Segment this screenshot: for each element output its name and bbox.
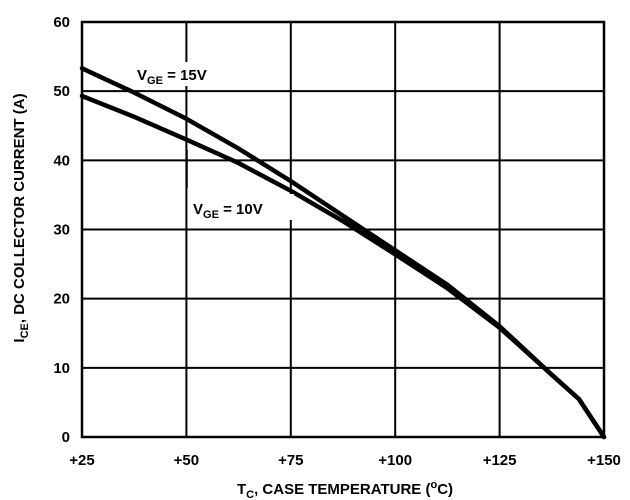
x-tick-labels: +25 +50 +75 +100 +125 +150 <box>69 452 621 469</box>
x-tick-label: +25 <box>69 452 94 469</box>
series-label-15v: VGE = 15V <box>137 67 207 87</box>
x-axis-label: TC, CASE TEMPERATURE (oC) <box>237 479 453 500</box>
label-15v-background <box>132 62 238 86</box>
y-tick-labels: 0 10 20 30 40 50 60 <box>53 14 70 446</box>
y-tick-label: 20 <box>53 291 70 308</box>
plot-frame <box>80 20 606 439</box>
x-tick-label: +100 <box>378 452 412 469</box>
y-axis-label: ICE, DC COLLECTOR CURRENT (A) <box>11 93 31 342</box>
y-tick-label: 30 <box>53 222 70 239</box>
grid-lines <box>82 22 604 437</box>
x-tick-label: +50 <box>174 452 199 469</box>
series-lines <box>79 66 607 440</box>
label-10v-background <box>188 194 294 220</box>
series-line-vge-15v <box>79 66 607 440</box>
y-tick-label: 10 <box>53 360 70 377</box>
y-tick-label: 0 <box>62 429 70 446</box>
x-tick-label: +150 <box>587 452 621 469</box>
x-tick-label: +125 <box>483 452 517 469</box>
y-tick-label: 40 <box>53 152 70 169</box>
series-label-10v: VGE = 10V <box>193 201 263 221</box>
x-tick-label: +75 <box>278 452 303 469</box>
y-tick-label: 60 <box>53 14 70 31</box>
series-line-vge-10v <box>79 93 607 440</box>
y-tick-label: 50 <box>53 83 70 100</box>
